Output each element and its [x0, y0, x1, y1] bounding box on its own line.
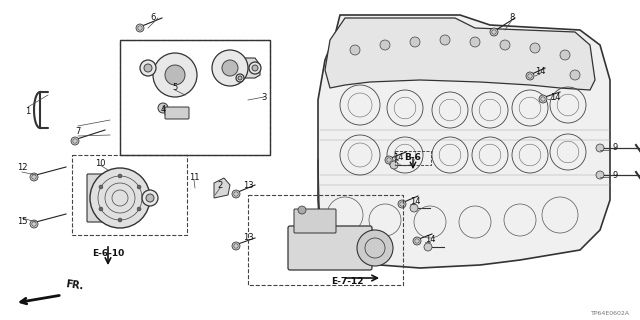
Text: 6: 6: [150, 13, 156, 22]
Text: 4: 4: [161, 105, 166, 114]
Circle shape: [236, 74, 244, 82]
Circle shape: [500, 40, 510, 50]
Circle shape: [530, 43, 540, 53]
Circle shape: [249, 62, 261, 74]
FancyBboxPatch shape: [87, 174, 107, 222]
Text: 11: 11: [189, 173, 199, 182]
Text: 1: 1: [26, 108, 31, 116]
Circle shape: [222, 60, 238, 76]
Circle shape: [137, 207, 141, 211]
Text: 7: 7: [76, 126, 81, 135]
Circle shape: [165, 65, 185, 85]
Polygon shape: [214, 178, 230, 198]
Text: 13: 13: [243, 180, 253, 189]
Text: 14: 14: [425, 236, 435, 244]
Bar: [120, 40, 270, 155]
Circle shape: [440, 35, 450, 45]
Text: 12: 12: [17, 164, 28, 172]
Text: 13: 13: [243, 234, 253, 243]
Circle shape: [570, 70, 580, 80]
Circle shape: [232, 190, 240, 198]
Circle shape: [238, 76, 242, 80]
Circle shape: [298, 206, 306, 214]
Text: 9: 9: [612, 143, 618, 153]
Circle shape: [137, 185, 141, 189]
Text: 14: 14: [535, 68, 545, 76]
Circle shape: [357, 230, 393, 266]
Circle shape: [490, 28, 498, 36]
Bar: [72, 155, 187, 235]
Text: B-6: B-6: [404, 154, 421, 163]
FancyBboxPatch shape: [294, 209, 336, 233]
Circle shape: [410, 204, 418, 212]
Text: 15: 15: [17, 218, 28, 227]
Circle shape: [153, 53, 197, 97]
Circle shape: [142, 190, 158, 206]
Circle shape: [596, 171, 604, 179]
Circle shape: [158, 103, 168, 113]
Circle shape: [424, 243, 432, 251]
Polygon shape: [225, 58, 260, 78]
Text: E-6-10: E-6-10: [92, 250, 124, 259]
Circle shape: [30, 173, 38, 181]
Circle shape: [146, 194, 154, 202]
Circle shape: [118, 174, 122, 178]
Bar: [120, 40, 270, 155]
Circle shape: [144, 64, 152, 72]
Circle shape: [380, 40, 390, 50]
Circle shape: [560, 50, 570, 60]
Bar: [395, 151, 431, 165]
Circle shape: [539, 95, 547, 103]
Text: 3: 3: [261, 92, 267, 101]
Circle shape: [232, 242, 240, 250]
Circle shape: [596, 144, 604, 152]
Circle shape: [526, 72, 534, 80]
Circle shape: [212, 50, 248, 86]
Circle shape: [118, 218, 122, 222]
Circle shape: [136, 24, 144, 32]
Text: 14: 14: [550, 92, 560, 101]
Circle shape: [350, 45, 360, 55]
Text: TP64E0602A: TP64E0602A: [591, 311, 630, 316]
Circle shape: [398, 200, 406, 208]
FancyBboxPatch shape: [288, 226, 372, 270]
Text: E-7-12: E-7-12: [331, 277, 364, 286]
Circle shape: [30, 220, 38, 228]
Circle shape: [385, 156, 393, 164]
Bar: [248, 195, 403, 285]
Polygon shape: [318, 15, 610, 268]
Circle shape: [71, 137, 79, 145]
Circle shape: [90, 168, 150, 228]
Text: 9: 9: [612, 171, 618, 180]
Circle shape: [470, 37, 480, 47]
Polygon shape: [325, 18, 595, 90]
Text: 10: 10: [95, 158, 105, 167]
Circle shape: [99, 207, 103, 211]
Circle shape: [252, 65, 258, 71]
Circle shape: [410, 37, 420, 47]
Text: 2: 2: [218, 180, 223, 189]
Text: FR.: FR.: [65, 279, 84, 291]
Circle shape: [99, 185, 103, 189]
Text: 14: 14: [393, 154, 403, 163]
Circle shape: [390, 161, 398, 169]
Circle shape: [140, 60, 156, 76]
FancyBboxPatch shape: [165, 107, 189, 119]
Text: 8: 8: [509, 13, 515, 22]
Text: 5: 5: [172, 84, 178, 92]
Circle shape: [413, 237, 421, 245]
Text: 14: 14: [410, 197, 420, 206]
